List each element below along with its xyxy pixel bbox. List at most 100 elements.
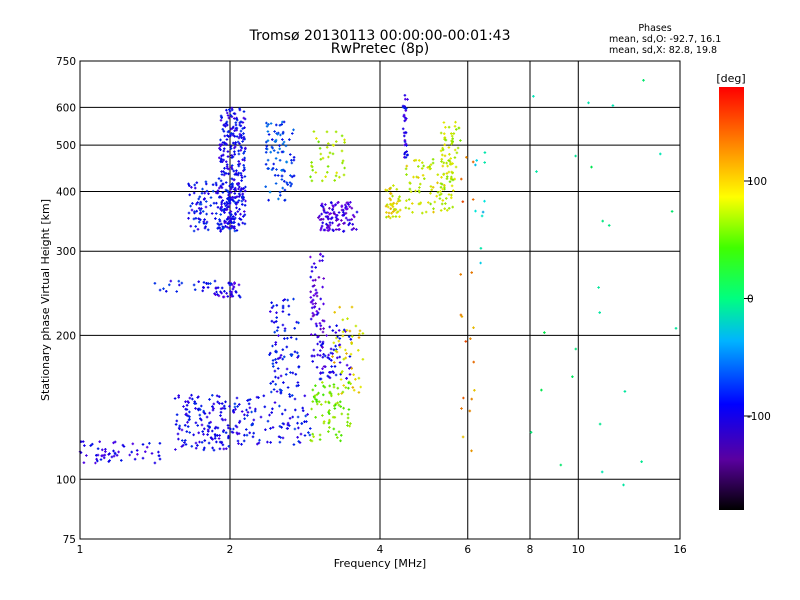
data-point [323,354,327,358]
data-point [659,152,662,156]
data-point [185,430,189,433]
data-point [327,421,331,425]
data-point [273,174,277,177]
data-point [191,202,194,205]
data-point [311,168,314,172]
y-tick-label: 400 [56,186,76,198]
data-point [266,139,270,142]
data-point [175,290,178,293]
data-point [112,441,115,445]
data-point [316,342,319,346]
data-point [237,160,240,163]
data-point [320,226,323,230]
data-point [193,183,196,187]
data-point [198,195,202,199]
data-point [205,212,208,216]
data-point [401,104,405,108]
data-point [317,216,320,219]
data-point [288,417,292,420]
data-point [267,123,270,126]
data-point [321,346,324,349]
data-point [321,414,324,417]
data-point [330,359,333,362]
data-point [418,159,421,162]
data-point [198,220,201,224]
data-point [439,131,443,135]
data-point [248,398,252,401]
data-point [223,202,226,205]
data-point [342,222,345,225]
data-point [256,442,259,446]
data-point [199,417,202,420]
data-point [340,412,344,416]
data-point [229,198,233,201]
data-point [290,182,293,186]
data-point [219,179,223,183]
data-point [310,265,314,269]
data-point [242,439,246,443]
data-point [243,222,247,226]
data-point [184,400,187,403]
data-point [337,329,341,332]
data-point [352,227,355,230]
data-point [251,435,255,439]
data-point [224,418,227,422]
data-point [429,167,432,170]
data-point [233,117,236,120]
data-point [203,427,206,431]
data-point [269,122,273,125]
data-point [331,208,334,211]
data-point [270,411,273,414]
data-point [317,276,321,279]
data-point [327,401,331,405]
data-point [329,201,333,204]
data-point [411,202,414,205]
data-point [203,439,207,442]
data-point [389,198,392,202]
data-point [224,400,227,404]
data-point [299,432,303,436]
data-point [339,400,342,404]
data-point [439,149,443,153]
data-point [234,121,238,124]
data-point [228,109,232,113]
data-point [205,415,209,419]
data-point [96,447,100,450]
data-point [304,414,307,418]
data-point [314,292,317,295]
data-point [348,367,351,370]
data-point [338,343,342,347]
y-tick-label: 100 [56,474,76,486]
data-point [248,406,252,410]
data-point [441,187,445,191]
data-point [321,342,324,346]
data-point [222,295,225,299]
data-point [309,317,313,321]
data-point [219,148,222,151]
data-point [196,407,200,411]
data-point [217,223,221,227]
data-point [278,440,282,444]
data-point [435,194,438,198]
data-point [324,365,327,368]
data-point [189,204,192,208]
data-point [339,405,342,408]
data-point [178,424,181,428]
data-point [196,201,199,204]
data-point [455,128,458,131]
data-point [144,450,147,453]
grid-lines [80,61,680,539]
data-point [319,344,323,347]
data-point [232,125,235,129]
data-point [571,375,574,378]
data-point [403,152,406,156]
data-point [345,329,349,332]
data-point [236,405,239,408]
data-point [296,415,300,419]
data-point [194,446,198,450]
data-point [282,140,286,144]
data-point [233,153,236,156]
data-point [464,340,468,343]
data-point [276,326,280,329]
data-point [241,192,245,196]
